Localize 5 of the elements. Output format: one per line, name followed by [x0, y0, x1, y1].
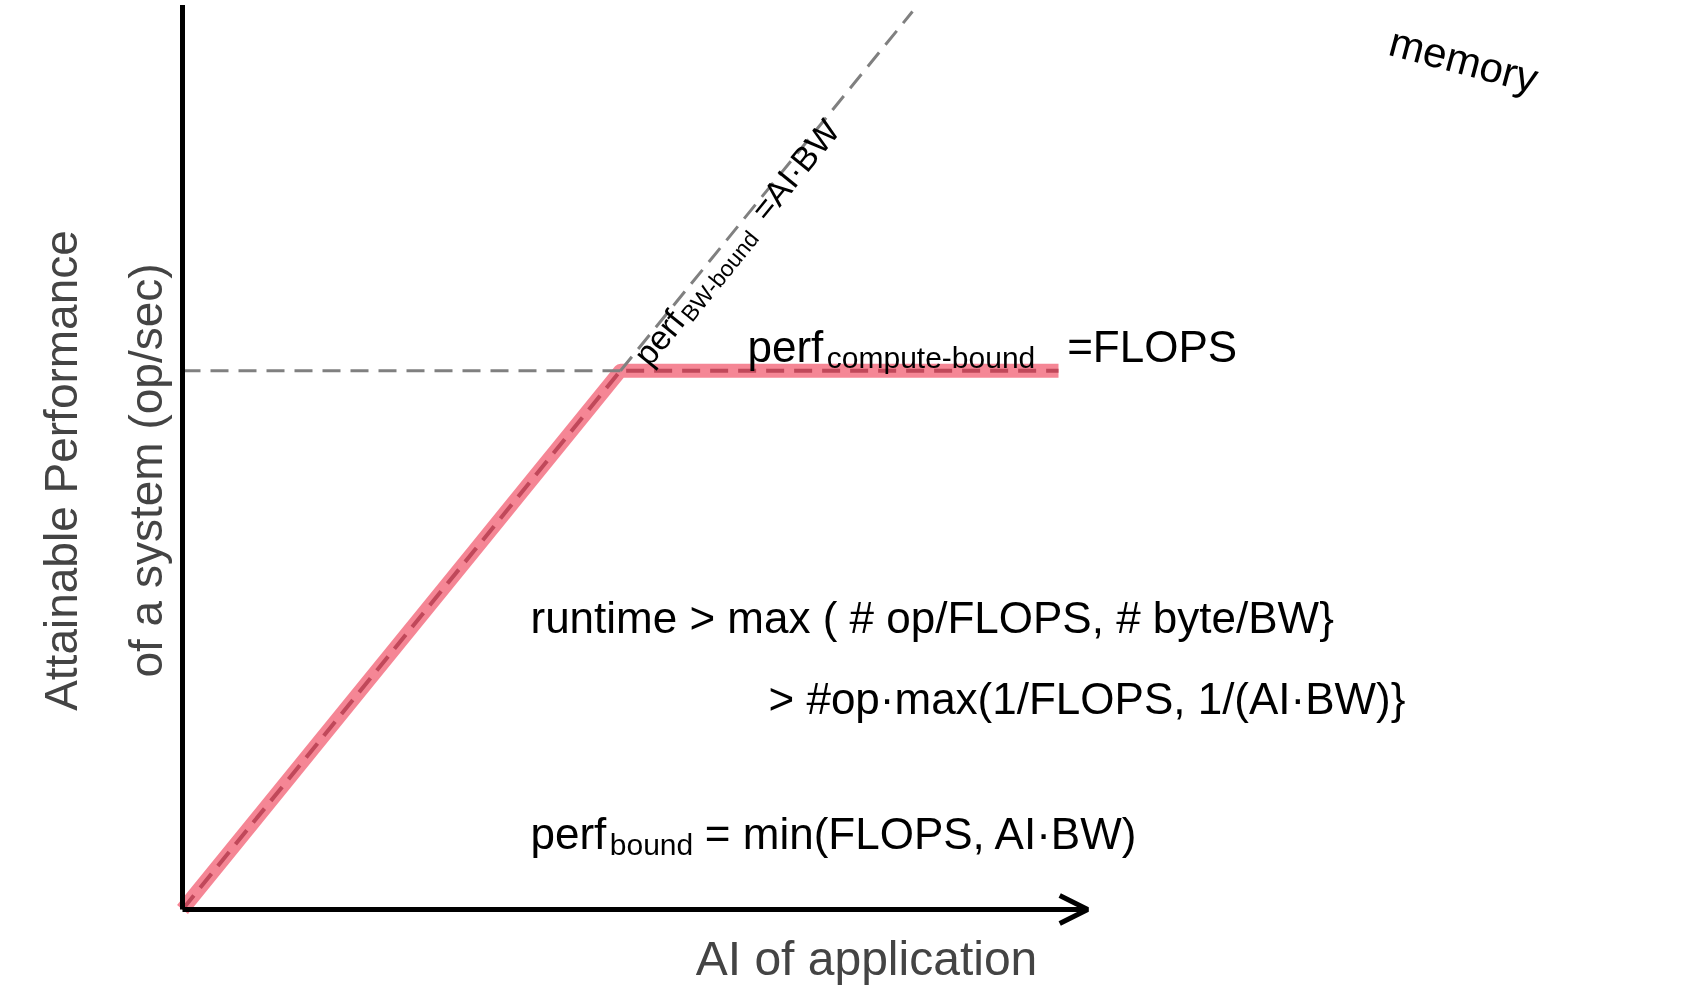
- annotation: runtime > max ( # op/FLOPS, # byte/BW}: [530, 593, 1334, 642]
- y-axis-title: Attainable Performance of a system (op/sec): [34, 230, 172, 711]
- annotation: > #op·max(1/FLOPS, 1/(AI·BW)}: [768, 674, 1406, 723]
- text: memory: [1384, 17, 1544, 103]
- x-axis-title: AI of application: [695, 932, 1038, 985]
